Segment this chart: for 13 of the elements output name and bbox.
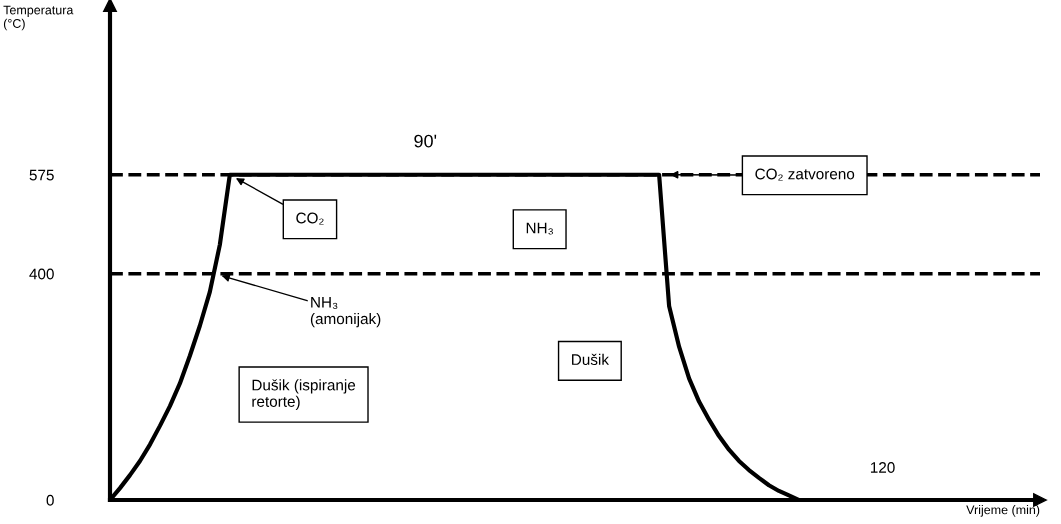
y-tick-label: 0 (46, 494, 54, 506)
text: Vrijeme (min) (966, 505, 1040, 517)
annotation: CO₂ zatvoreno (755, 168, 855, 181)
text: 120 (870, 462, 895, 473)
y-axis-title: Temperatura (°C) (3, 5, 74, 31)
annotation: 90' (414, 134, 437, 148)
annotation: NH₃ (526, 222, 553, 235)
annotation: Dušik (ispiranje retorte) (252, 379, 356, 410)
annotation: Dušik (572, 353, 609, 366)
annotation: NH₃ (amonijak) (310, 297, 381, 328)
y-tick-label: 575 (29, 169, 54, 181)
annotation: CO₂ (296, 212, 324, 225)
y-tick-label: 400 (29, 268, 54, 280)
